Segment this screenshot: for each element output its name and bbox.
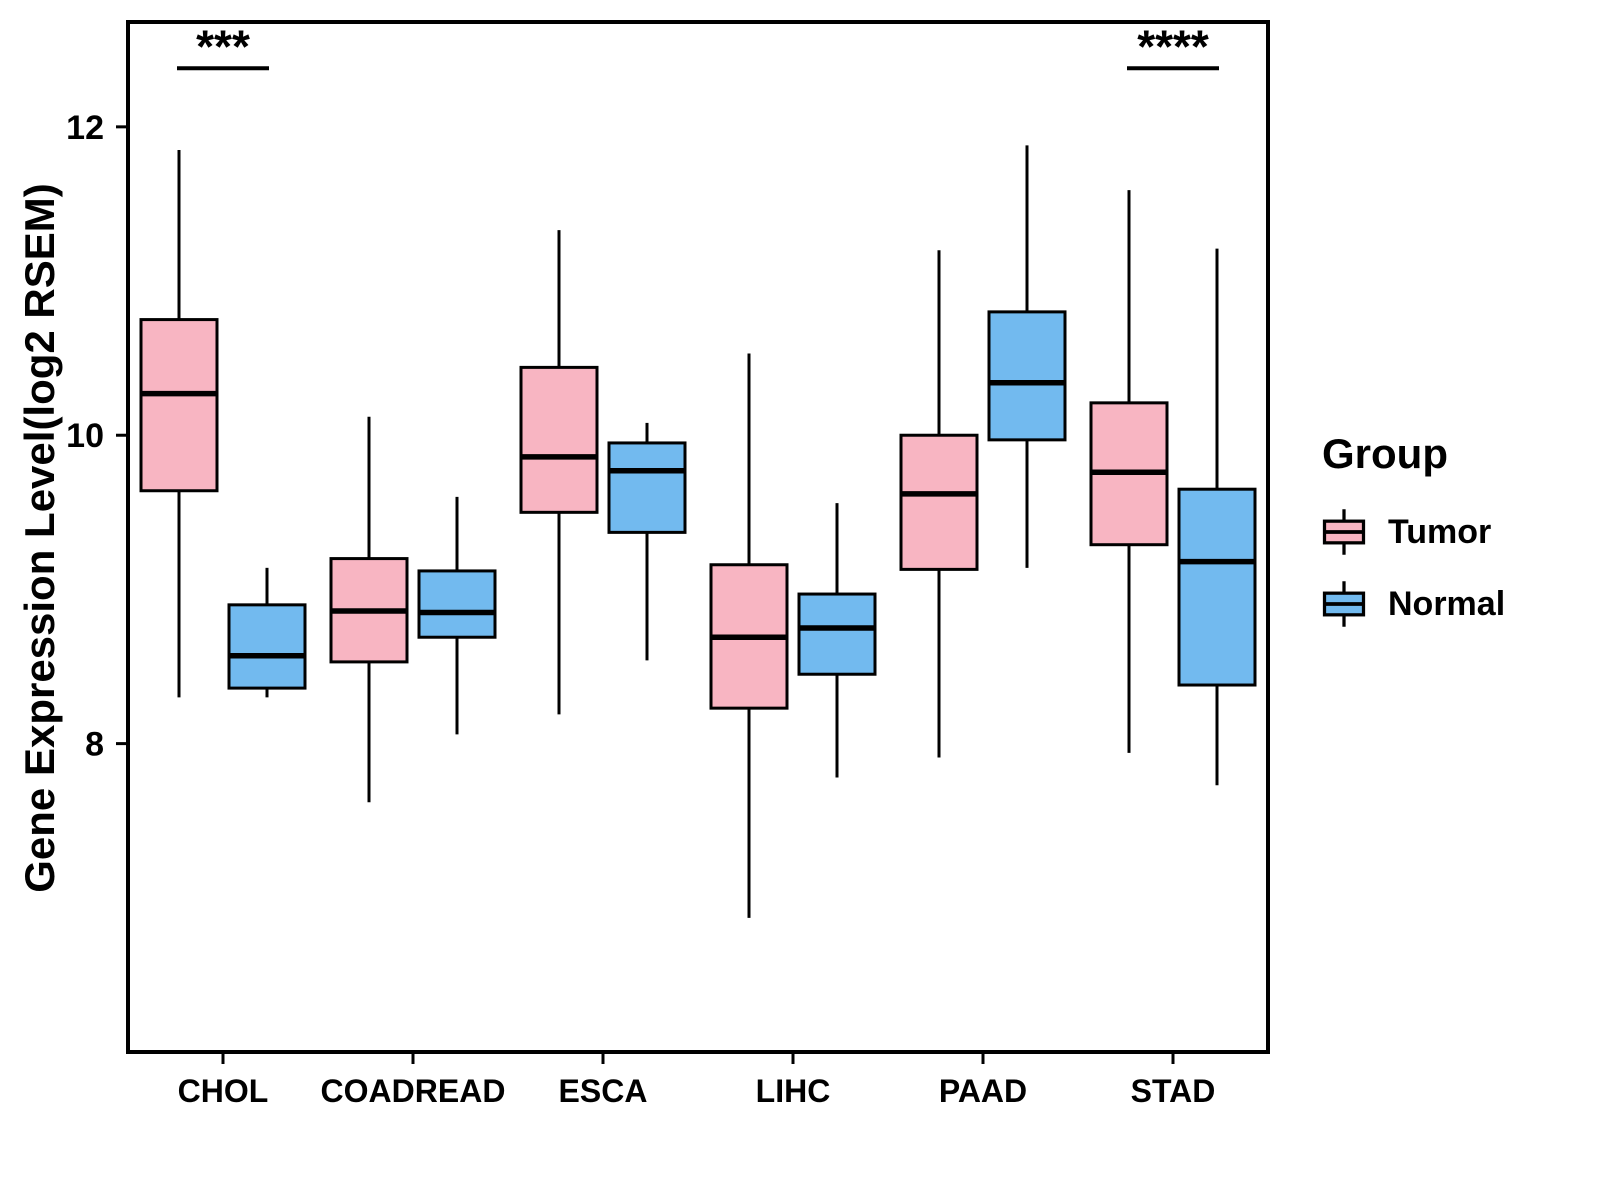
x-tick-label: PAAD [939,1073,1027,1109]
x-tick-label: ESCA [559,1073,648,1109]
legend-entry-tumor: Tumor [1318,506,1505,558]
box-tumor-paad [899,250,979,758]
iqr-box [139,318,219,493]
box-tumor-stad [1089,190,1169,753]
iqr-box [797,592,877,676]
box-normal-coadread [417,496,497,735]
box-normal-esca [607,422,687,661]
box-normal-lihc [797,503,877,778]
significance-stars: *** [196,20,250,72]
y-tick-label: 12 [66,109,104,147]
iqr-box [607,441,687,534]
y-tick-label: 8 [85,726,104,764]
box-tumor-chol [139,149,219,698]
box-tumor-esca [519,230,599,715]
box-normal-stad [1177,248,1257,786]
box-tumor-lihc [709,353,789,918]
box-normal-paad [987,145,1067,568]
legend: Group Tumor Normal [1318,430,1505,650]
plot-panel [126,20,1270,1054]
box-normal-chol [227,567,307,698]
box-tumor-coadread [329,416,409,803]
iqr-box [1177,487,1257,687]
iqr-box [227,603,307,690]
normal-boxplot-key-icon [1322,581,1366,627]
legend-title: Group [1322,430,1448,477]
iqr-box [417,569,497,639]
significance-stars: **** [1137,20,1209,72]
iqr-box [899,433,979,571]
x-tick-label: COADREAD [321,1073,506,1109]
iqr-box [519,365,599,514]
legend-entry-normal: Normal [1318,578,1505,630]
x-tick-label: CHOL [178,1073,269,1109]
tumor-boxplot-key-icon [1322,509,1366,555]
y-axis-title: Gene Expression Level(log2 RSEM) [16,183,63,893]
y-tick-label: 10 [66,417,104,455]
legend-entry-label: Tumor [1388,512,1492,551]
iqr-box [987,310,1067,442]
legend-entry-label: Normal [1388,584,1506,623]
x-tick-label: LIHC [756,1073,831,1109]
x-tick-label: STAD [1131,1073,1216,1109]
